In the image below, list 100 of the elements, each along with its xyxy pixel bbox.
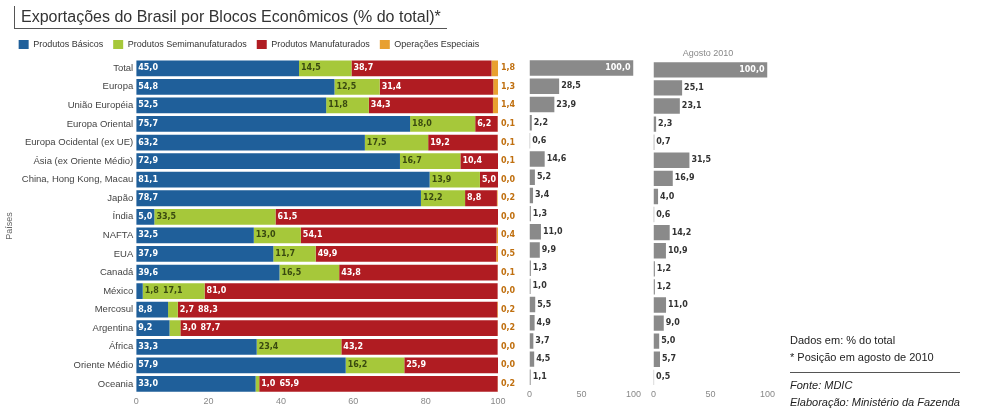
x-tick-label: 80	[420, 396, 431, 407]
data-label: 52,5	[138, 100, 159, 110]
text: * Posição em agosto de 2010	[790, 350, 935, 365]
data-label: 14,6	[546, 154, 567, 164]
data-label: 5,5	[537, 299, 552, 309]
data-label: 31,5	[691, 155, 712, 165]
data-label: 23,4	[258, 341, 279, 351]
data-label: 1,1	[532, 372, 548, 382]
data-label: 49,9	[317, 249, 338, 259]
y-tick-label: Argentina	[92, 321, 134, 333]
data-label: 11,0	[542, 226, 564, 236]
data-label: 0,0	[501, 341, 516, 351]
data-label: 4,5	[536, 354, 551, 364]
data-label: 0,1	[501, 137, 516, 147]
data-label: 0,0	[501, 211, 516, 221]
x-tick-label: 0	[133, 396, 139, 407]
data-label: 11,7	[275, 249, 296, 259]
data-label: 10,4	[462, 156, 483, 166]
y-tick-label: México	[103, 284, 134, 296]
data-label: 61,5	[277, 211, 298, 221]
y-tick-label: China, Hong Kong, Macau	[21, 173, 134, 185]
data-label: 0,4	[501, 230, 516, 240]
data-label: 1,0	[532, 281, 548, 291]
x-tick-label: 50	[705, 389, 716, 400]
x-tick-label: 0	[650, 389, 657, 400]
data-label: 12,5	[336, 81, 357, 91]
y-tick-label: Oceania	[97, 377, 134, 389]
data-label: 72,9	[138, 156, 159, 166]
data-label: 37,9	[138, 249, 159, 259]
data-label: 2,3	[658, 119, 673, 129]
x-tick-label: 100	[759, 389, 776, 400]
data-label: 0,7	[656, 137, 671, 147]
data-label: 78,7	[138, 193, 158, 203]
text: Elaboração: Ministério da Fazenda	[790, 395, 960, 410]
data-label: 25,1	[684, 83, 705, 93]
x-tick-label: 60	[348, 396, 359, 407]
y-tick-label: União Européia	[67, 99, 134, 111]
source-note: Fonte: MDIC	[790, 372, 960, 394]
data-label: 19,2	[430, 137, 450, 147]
data-label: 33,5	[156, 211, 177, 221]
data-label: 0,1	[501, 267, 516, 277]
y-tick-label: Mercosul	[94, 303, 134, 315]
data-label: 17,5	[366, 137, 388, 147]
legend-label: Produtos Semimanufaturados	[127, 38, 248, 49]
chart-title: Exportações do Brasil por Blocos Econômicos (% do total)*	[14, 6, 447, 29]
data-label: 34,3	[370, 100, 391, 110]
data-label: 14,5	[301, 63, 322, 73]
data-label: 0,5	[656, 372, 671, 382]
data-label: 4,9	[536, 317, 552, 327]
data-label: 2,2	[533, 117, 548, 127]
y-tick-label: Índia	[112, 210, 134, 222]
data-label: 54,1	[302, 230, 324, 240]
data-label: 0,6	[532, 135, 547, 145]
y-tick-label: Europa	[102, 80, 134, 92]
data-label: 0,0	[501, 360, 516, 370]
data-label: 17,1	[162, 286, 184, 296]
data-label: 5,0	[481, 174, 497, 184]
y-tick-label: NAFTA	[102, 229, 134, 241]
data-label: 1,0	[261, 378, 276, 388]
data-label: 4,0	[660, 191, 675, 201]
data-label: 3,7	[535, 336, 550, 346]
data-label: 0,1	[501, 156, 516, 166]
data-label: 9,9	[541, 245, 557, 255]
data-label: 16,7	[401, 156, 422, 166]
y-tick-label: Total	[113, 61, 134, 73]
y-tick-label: Europa Oriental	[66, 117, 134, 129]
data-label: 0,1	[501, 119, 516, 129]
data-label: 16,9	[674, 173, 695, 183]
data-label: 9,2	[138, 323, 153, 333]
legend-label: Produtos Básicos	[33, 38, 104, 49]
data-label: 13,0	[255, 230, 276, 240]
data-label: 81,1	[138, 174, 159, 184]
data-label: 31,4	[381, 81, 402, 91]
data-label: 12,2	[422, 193, 443, 203]
data-label: 3,0	[182, 323, 197, 333]
y-tick-label: EUA	[113, 247, 134, 259]
data-label: 16,2	[347, 360, 368, 370]
x-tick-label: 100	[490, 396, 506, 407]
data-label: 2,7	[179, 304, 195, 314]
legend-label: Produtos Manufaturados	[271, 38, 371, 49]
legend-label: Operações Especiais	[394, 38, 480, 49]
data-label: 88,3	[198, 304, 218, 314]
data-label: 38,7	[353, 63, 374, 73]
data-label: 39,6	[138, 267, 159, 277]
data-label: 0,0	[501, 286, 516, 296]
data-label: 0,0	[501, 174, 516, 184]
x-tick-label: 20	[203, 396, 214, 407]
data-label: 23,9	[556, 99, 577, 109]
data-label: 0,5	[501, 249, 516, 259]
data-label: 18,0	[412, 119, 433, 129]
x-tick-label: 40	[275, 396, 286, 407]
data-label: 43,2	[343, 341, 364, 351]
data-label: 0,2	[501, 323, 516, 333]
data-label: 1,8	[501, 63, 516, 73]
data-label: 57,9	[138, 360, 159, 370]
y-axis-title: Países	[3, 211, 14, 240]
data-label: 45,0	[138, 63, 159, 73]
data-label: 5,0	[661, 336, 676, 346]
data-label: 5,2	[536, 172, 552, 182]
data-label: 1,3	[532, 263, 548, 273]
